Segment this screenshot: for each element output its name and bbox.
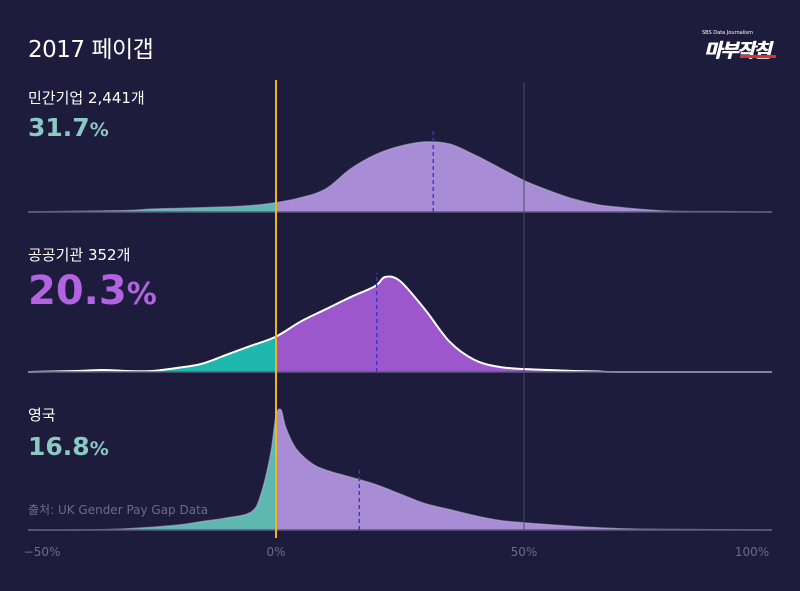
density-outline — [27, 141, 773, 213]
density-panel — [27, 130, 773, 213]
x-tick-label: 0% — [266, 545, 286, 559]
logo-underline — [740, 55, 776, 58]
panel-label-uk: 영국 — [28, 406, 56, 424]
density-area-negative — [28, 336, 276, 372]
density-area-positive — [276, 409, 772, 530]
density-outline — [27, 275, 773, 374]
panel-value-uk-number: 16.8 — [28, 432, 90, 461]
logo-text: 마부작침 — [704, 40, 771, 62]
source-note: 출처: UK Gender Pay Gap Data — [28, 503, 209, 517]
density-panels — [27, 130, 773, 531]
density-panel — [27, 408, 773, 531]
guide-lines — [275, 80, 525, 538]
logo-tagline: SBS Data Journalism — [702, 30, 753, 36]
panel-value-uk: 16.8% — [28, 432, 109, 461]
density-panel — [27, 272, 773, 374]
density-outline — [27, 408, 773, 531]
panel-value-public-number: 20.3 — [28, 268, 127, 314]
density-area-negative — [28, 202, 276, 212]
panel-value-private-number: 31.7 — [28, 113, 90, 142]
x-tick-label: −50% — [23, 545, 61, 559]
density-area-positive — [276, 141, 772, 212]
brand-logo: SBS Data Journalism 마부작침 — [700, 30, 778, 62]
x-tick-label: 50% — [510, 545, 538, 559]
density-area-positive — [276, 276, 772, 373]
panel-value-public-unit: % — [126, 277, 157, 312]
x-tick-label: 100% — [734, 545, 770, 559]
panel-value-private: 31.7% — [28, 113, 109, 142]
panel-label-public: 공공기관 352개 — [28, 246, 131, 264]
panel-value-private-unit: % — [89, 119, 109, 141]
panel-value-uk-unit: % — [89, 438, 109, 460]
chart-title: 2017 페이갭 — [28, 37, 154, 63]
density-area-negative — [28, 416, 276, 531]
panel-label-private: 민간기업 2,441개 — [28, 89, 145, 107]
panel-value-public: 20.3% — [28, 268, 157, 314]
